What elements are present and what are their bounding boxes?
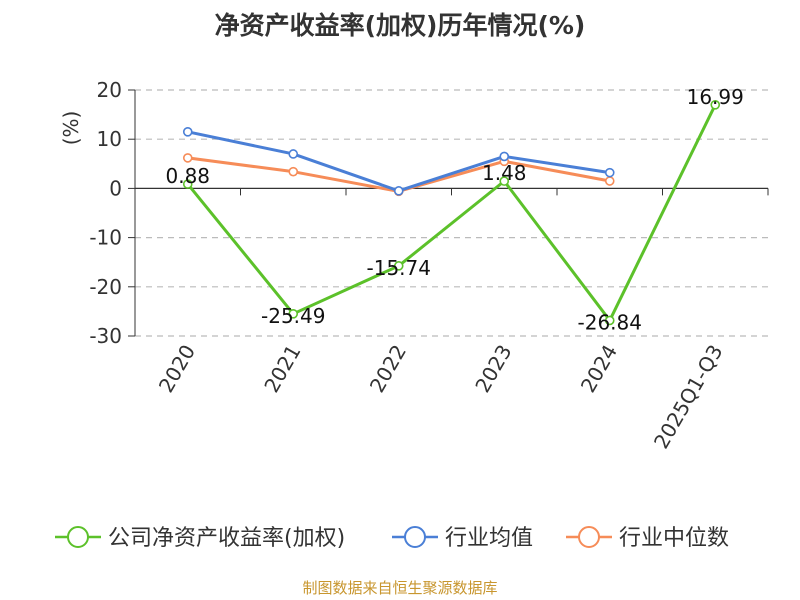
legend-item-company[interactable]: 公司净资产收益率(加权) — [55, 526, 345, 551]
y-tick-label: 0 — [109, 176, 122, 200]
x-tick-label: 2024 — [576, 341, 622, 397]
data-point-industry_avg — [499, 151, 510, 162]
data-point-company — [710, 100, 721, 110]
data-label: 0.88 — [165, 164, 210, 188]
legend-marker — [404, 526, 426, 548]
data-point-industry_avg — [182, 127, 193, 137]
data-point-company — [604, 315, 615, 326]
data-point-company — [499, 176, 510, 186]
data-label: 1.48 — [482, 161, 527, 185]
y-tick-label: -30 — [89, 324, 122, 348]
data-label: 16.99 — [687, 85, 744, 109]
data-labels: 0.88 -25.49 -15.74 1.48 -26.84 16.99 — [165, 85, 743, 335]
grid-lines — [135, 89, 768, 337]
legend-label: 行业均值 — [445, 526, 533, 551]
data-label: -25.49 — [261, 304, 325, 328]
y-tick-label: 20 — [97, 78, 122, 102]
data-source-footer: 制图数据来自恒生聚源数据库 — [302, 579, 498, 597]
x-tick-label: 2025Q1-Q3 — [649, 341, 728, 453]
x-tick-label: 2022 — [365, 341, 411, 397]
data-label: -15.74 — [367, 256, 431, 280]
data-point-industry_median — [182, 153, 193, 163]
y-axis-unit-label: (%) — [59, 111, 83, 146]
data-point-industry_avg — [393, 186, 404, 196]
legend-item-industry_median[interactable]: 行业中位数 — [566, 526, 729, 551]
x-tick-label: 2020 — [154, 341, 200, 397]
data-point-company — [182, 179, 193, 189]
x-tick-label: 2021 — [259, 341, 305, 397]
data-point-industry_median — [604, 176, 615, 186]
data-point-company — [393, 261, 404, 271]
y-tick-label: -10 — [89, 226, 122, 250]
data-point-industry_avg — [288, 149, 299, 159]
data-point-industry_avg — [604, 167, 615, 178]
legend-marker — [67, 526, 89, 548]
y-tick-label: -20 — [89, 275, 122, 299]
y-tick-label: 10 — [97, 127, 122, 151]
series-line-company — [186, 104, 717, 322]
series-line-industry_avg — [187, 130, 610, 193]
data-point-company — [288, 309, 299, 319]
data-point-industry_median — [288, 166, 299, 177]
legend-label: 行业中位数 — [619, 526, 729, 551]
series-group — [182, 100, 721, 326]
legend-label: 公司净资产收益率(加权) — [108, 526, 345, 551]
legend-item-industry_avg[interactable]: 行业均值 — [392, 526, 533, 551]
legend: 公司净资产收益率(加权) 行业均值 行业中位数 — [55, 526, 729, 551]
legend-marker — [578, 526, 600, 548]
data-label: -26.84 — [578, 310, 642, 334]
chart-title: 净资产收益率(加权)历年情况(%) — [214, 11, 586, 40]
x-tick-label: 2023 — [470, 341, 516, 397]
